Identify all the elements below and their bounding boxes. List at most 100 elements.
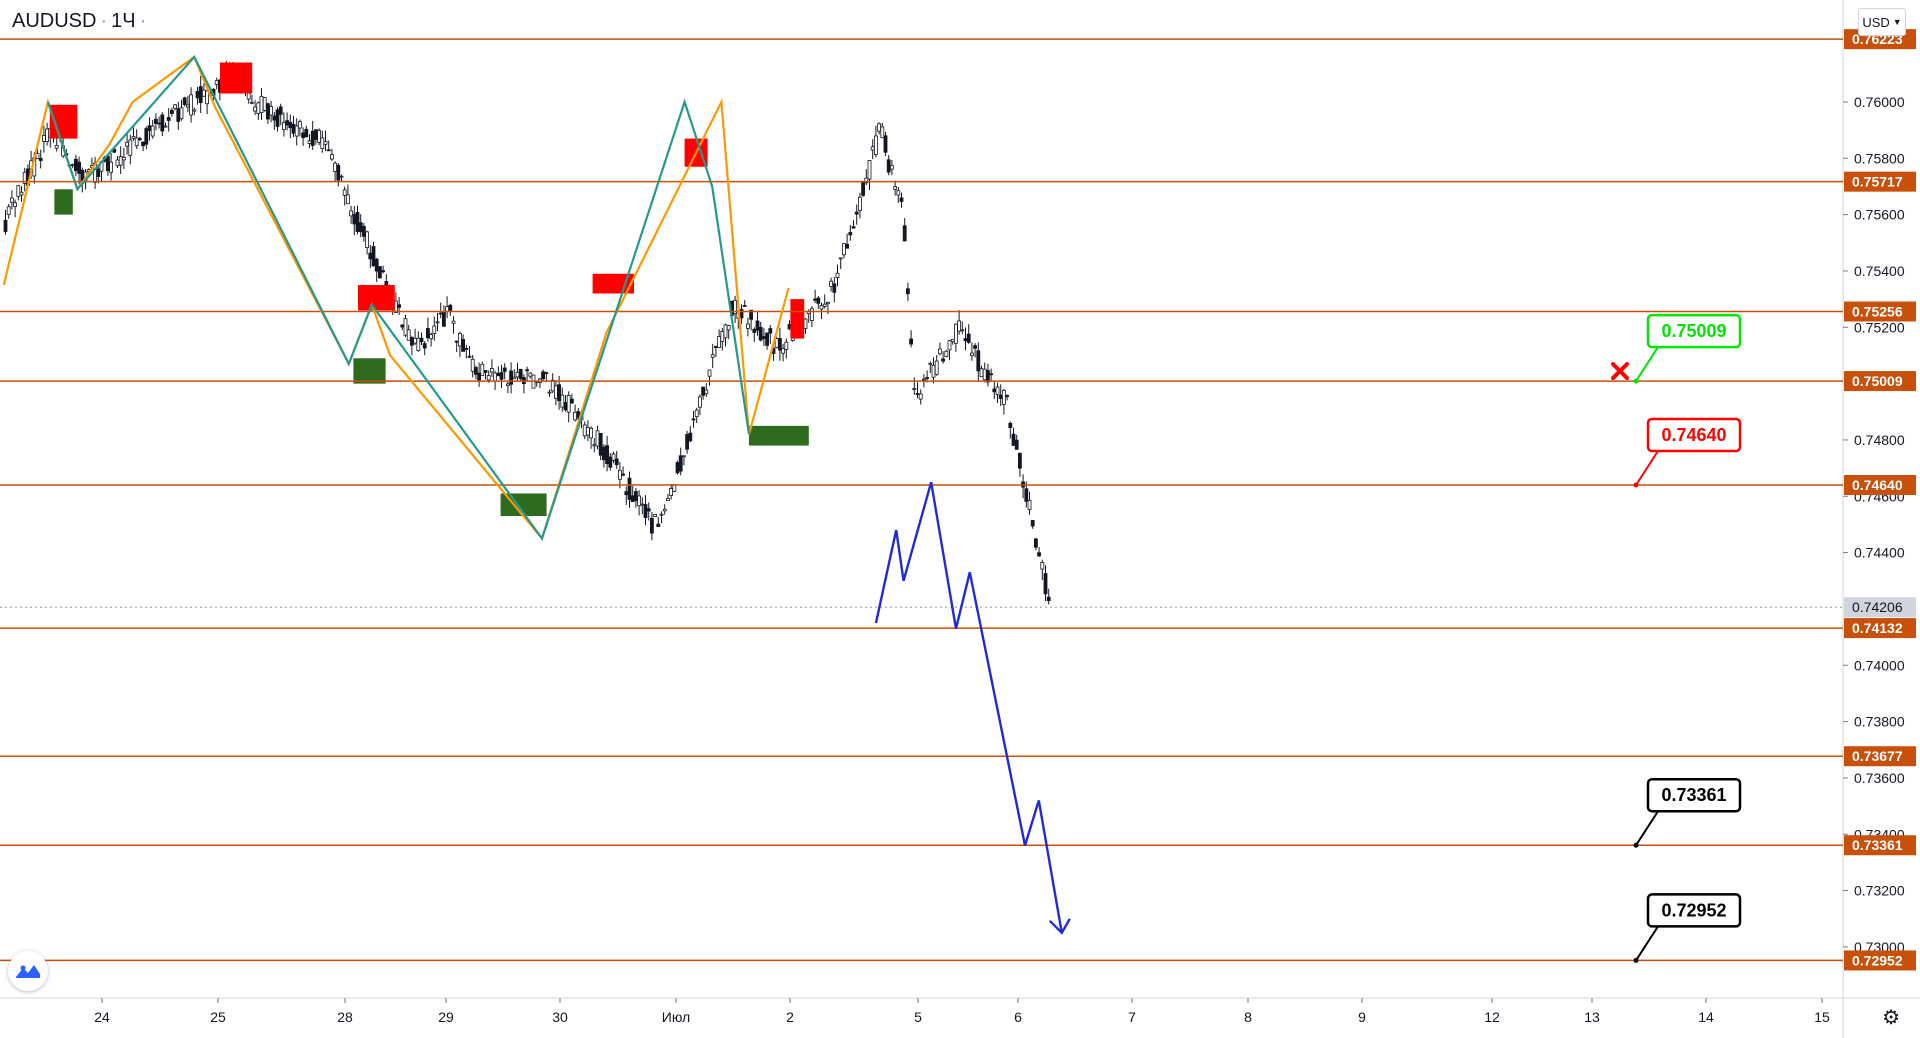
candle-body [963,338,968,342]
supply-zone[interactable] [220,62,253,94]
candle-body [349,210,354,217]
price-callout[interactable] [1646,777,1742,813]
callout-pointer [1635,450,1659,486]
candle-body [377,266,382,279]
candle-body [822,303,827,307]
candle-body [704,389,709,395]
candle-body [122,157,126,161]
candle-body [976,350,981,372]
candle-body [473,367,478,375]
candle-body [342,189,347,196]
level-price-tag [1844,950,1916,971]
candle-body [157,122,162,125]
candle-body [624,491,629,496]
candle-body [858,196,862,211]
candle-body [518,368,523,380]
candle-body [550,379,555,392]
symbol-header[interactable]: AUDUSD · 1Ч · [12,10,150,33]
candle-body [470,358,475,372]
candle-body [899,197,904,202]
demand-zone[interactable] [353,358,386,384]
supply-zone[interactable] [790,299,805,339]
candle-body [153,118,158,124]
candle-body [285,120,290,126]
candle-body [560,394,565,408]
supply-zone[interactable] [358,285,395,311]
candle-body [368,252,373,260]
candle-body [1014,439,1019,450]
candle-body [979,368,984,378]
level-price-tag-label: 0.75717 [1852,174,1903,190]
candle-body [938,348,942,355]
candle-body [297,121,302,129]
candle-body [650,517,654,534]
candle-body [541,371,545,380]
candle-body [128,139,133,156]
candle-body [467,355,472,358]
candle-body [851,226,856,229]
y-tick-label: 0.74800 [1854,432,1905,448]
price-callout[interactable] [1646,893,1742,928]
candle-body [480,363,485,376]
candle-body [528,372,533,377]
settings-gear-icon[interactable]: ⚙ [1882,1007,1900,1029]
invalidated-cross-icon [1611,362,1629,381]
demand-zone[interactable] [54,189,73,215]
candle-body [816,297,821,304]
candle-body [259,95,264,114]
candle-body [854,211,859,215]
candle-body [115,159,120,167]
candle-body [1008,422,1013,428]
candle-body [669,488,673,496]
level-price-tag-label: 0.72952 [1852,952,1903,968]
candle-body [621,473,625,476]
candle-body [954,323,958,344]
candle-body [1046,596,1051,601]
forecast-path[interactable] [874,481,1063,934]
candle-body [877,123,881,132]
candle-body [944,350,949,357]
candle-body [406,329,411,341]
candle-body [278,106,283,115]
candle-body [425,328,430,339]
candle-body [74,158,78,172]
price-callout[interactable] [1646,417,1742,453]
candle-body [106,155,110,172]
current-price-tag [1844,597,1916,618]
candle-body [598,432,603,456]
candle-body [563,402,568,411]
candle-body [1005,395,1009,398]
level-price-tag-label: 0.75009 [1852,373,1903,389]
price-callout[interactable] [1646,313,1742,349]
candle-body [131,136,136,139]
chevron-down-icon: ▼ [1892,17,1902,27]
candle-body [656,523,661,528]
candle-body [432,325,437,334]
candle-body [310,130,315,146]
y-tick-label: 0.75200 [1854,319,1905,335]
candle-body [339,175,344,178]
candle-body [890,165,894,170]
candle-body [784,341,789,350]
candle-body [829,280,833,287]
candle-body [329,154,334,160]
candle-body [1030,520,1035,527]
tradingview-logo-icon[interactable] [8,951,48,991]
candle-body [253,106,258,112]
demand-zone[interactable] [749,425,809,446]
candle-body [634,491,638,501]
currency-selector[interactable]: USD ▼ [1858,8,1906,36]
zigzag-teal[interactable] [46,54,751,541]
candle-body [448,304,453,311]
y-tick-label: 0.75800 [1854,150,1905,166]
candle-body [742,305,747,307]
candle-body [749,309,753,320]
candle-body [320,137,325,149]
candle-body [125,141,129,147]
candles [3,60,1051,605]
candle-body [845,243,849,249]
candle-body [19,191,24,196]
candle-body [176,108,181,122]
candle-body [365,231,370,249]
